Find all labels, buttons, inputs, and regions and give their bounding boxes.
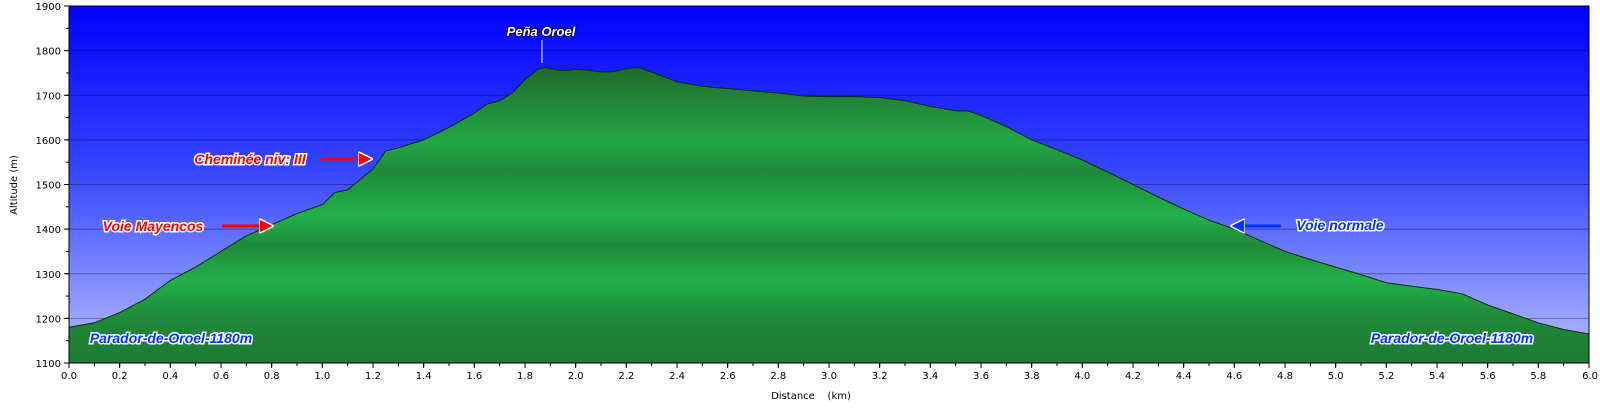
x-tick-label: 0.0 bbox=[61, 371, 77, 382]
x-tick-label: 0.4 bbox=[162, 371, 178, 382]
y-tick-label: 1700 bbox=[36, 91, 61, 102]
y-tick-label: 1300 bbox=[36, 270, 61, 281]
annotation-end: Parador-de-Oroel-1180m bbox=[1371, 330, 1533, 346]
y-tick-label: 1500 bbox=[36, 181, 61, 192]
x-tick-label: 3.0 bbox=[821, 371, 837, 382]
y-tick-label: 1100 bbox=[36, 359, 61, 370]
x-tick-label: 0.6 bbox=[213, 371, 229, 382]
x-tick-label: 1.8 bbox=[517, 371, 533, 382]
x-tick-label: 4.6 bbox=[1226, 371, 1242, 382]
x-tick-label: 5.2 bbox=[1378, 371, 1394, 382]
x-tick-label: 1.4 bbox=[416, 371, 432, 382]
elevation-area bbox=[69, 67, 1589, 363]
svg-text:Peña Oroel: Peña Oroel bbox=[507, 24, 576, 39]
x-tick-label: 5.8 bbox=[1530, 371, 1546, 382]
annotation-voie-mayencos: Voie Mayencos bbox=[101, 217, 271, 236]
x-tick-label: 1.0 bbox=[314, 371, 330, 382]
annotation-cheminee: Cheminée niv: III bbox=[193, 150, 370, 169]
y-axis: 1100 1200 1300 1400 1500 1600 1700 1800 1900 bbox=[36, 2, 69, 370]
x-tick-label: 5.4 bbox=[1429, 371, 1445, 382]
y-tick-label: 1200 bbox=[36, 314, 61, 325]
x-tick-label: 0.2 bbox=[112, 371, 128, 382]
x-axis-title: Distance (km) bbox=[771, 391, 851, 402]
x-tick-label: 5.6 bbox=[1480, 371, 1496, 382]
x-tick-label: 6.0 bbox=[1582, 371, 1598, 382]
y-tick-label: 1800 bbox=[36, 47, 61, 58]
annotation-start: Parador-de-Oroel-1180m bbox=[90, 330, 252, 346]
x-tick-label: 2.0 bbox=[568, 371, 584, 382]
svg-text:Voie normale: Voie normale bbox=[1296, 217, 1384, 233]
y-axis-title: Altitude (m) bbox=[9, 155, 20, 215]
x-tick-label: 0.8 bbox=[264, 371, 280, 382]
svg-text:Cheminée niv: III: Cheminée niv: III bbox=[194, 151, 306, 167]
x-tick-label: 2.6 bbox=[720, 371, 736, 382]
x-tick-label: 2.2 bbox=[618, 371, 634, 382]
annotation-pena-oroel: Peña Oroel bbox=[506, 23, 577, 63]
x-tick-label: 4.8 bbox=[1277, 371, 1293, 382]
x-axis: 0.0 0.2 0.4 0.6 0.8 1.0 1.2 1.4 1.6 1.8 2.0 2.2 2.4 2… bbox=[61, 363, 1598, 382]
x-tick-label: 4.4 bbox=[1176, 371, 1192, 382]
x-tick-label: 3.2 bbox=[872, 371, 888, 382]
x-tick-label: 3.4 bbox=[922, 371, 938, 382]
x-tick-label: 3.8 bbox=[1024, 371, 1040, 382]
x-tick-label: 4.2 bbox=[1125, 371, 1141, 382]
y-tick-label: 1400 bbox=[36, 225, 61, 236]
svg-text:Voie Mayencos: Voie Mayencos bbox=[103, 218, 204, 234]
x-tick-label: 2.4 bbox=[669, 371, 685, 382]
elevation-line bbox=[68, 67, 1590, 335]
x-tick-label: 1.2 bbox=[365, 371, 381, 382]
y-tick-label: 1900 bbox=[36, 2, 61, 13]
x-tick-label: 2.8 bbox=[770, 371, 786, 382]
x-tick-label: 5.0 bbox=[1328, 371, 1344, 382]
x-tick-label: 1.6 bbox=[466, 371, 482, 382]
annotation-voie-normale: Voie normale bbox=[1233, 216, 1385, 235]
x-tick-label: 4.0 bbox=[1074, 371, 1090, 382]
x-tick-label: 3.6 bbox=[973, 371, 989, 382]
y-tick-label: 1600 bbox=[36, 136, 61, 147]
